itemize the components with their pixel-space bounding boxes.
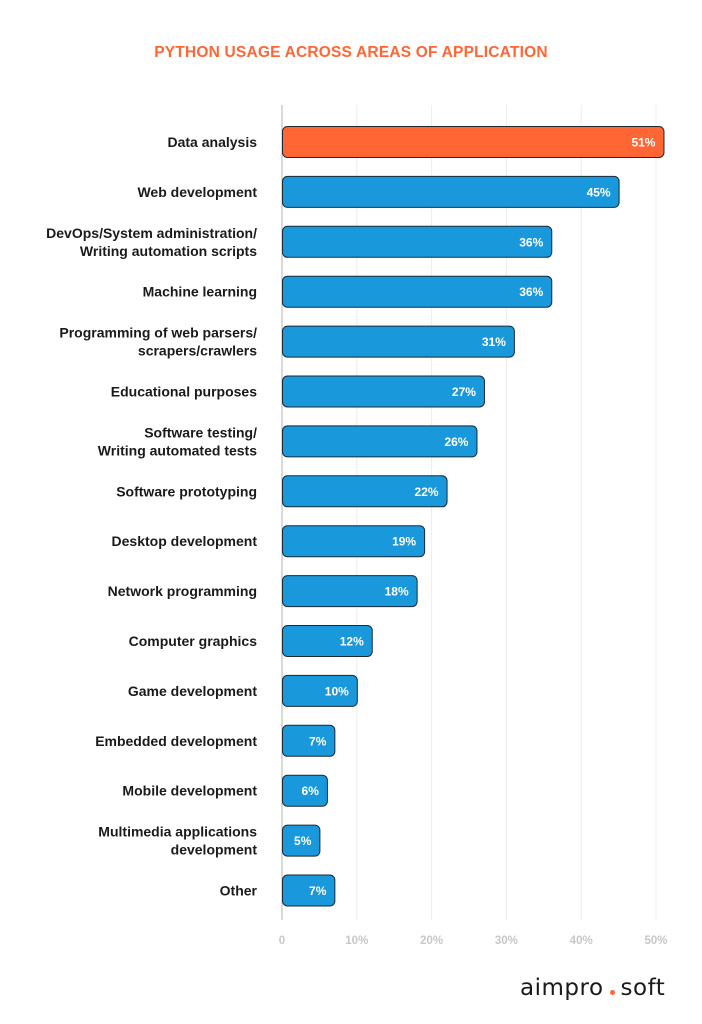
bar xyxy=(282,874,336,907)
category-label: development xyxy=(171,842,258,858)
x-tick-label: 50% xyxy=(644,935,667,947)
bar-value-label: 7% xyxy=(309,884,327,898)
bar-value-label: 6% xyxy=(302,784,320,798)
logo-dot xyxy=(609,990,615,995)
bar xyxy=(282,824,321,857)
category-label: Web development xyxy=(137,184,257,200)
x-tick-label: 20% xyxy=(420,935,443,947)
bar-value-label: 12% xyxy=(340,635,364,649)
bar-value-label: 5% xyxy=(294,834,312,848)
x-tick-label: 40% xyxy=(570,935,593,947)
bar xyxy=(282,225,553,258)
category-label: Machine learning xyxy=(143,284,257,300)
bar xyxy=(282,525,426,558)
bar-value-label: 26% xyxy=(444,435,468,449)
bar-value-label: 19% xyxy=(392,535,416,549)
bar-value-label: 31% xyxy=(482,335,506,349)
category-label: Writing automation scripts xyxy=(80,243,257,259)
bar xyxy=(282,275,553,308)
category-label: Network programming xyxy=(108,583,257,599)
logo-text-right: soft xyxy=(620,975,666,1001)
bar xyxy=(282,375,485,408)
x-tick-label: 10% xyxy=(345,935,368,947)
bar-value-label: 7% xyxy=(309,734,327,748)
category-label: Desktop development xyxy=(112,533,258,549)
bar-value-label: 27% xyxy=(452,385,476,399)
bar xyxy=(282,126,665,158)
category-label: Programming of web parsers/ xyxy=(59,325,257,341)
bar xyxy=(282,575,418,608)
bar-value-label: 18% xyxy=(385,585,409,599)
category-label: Multimedia applications xyxy=(98,824,257,840)
bar-value-label: 22% xyxy=(415,485,439,499)
x-tick-label: 30% xyxy=(495,935,518,947)
bar xyxy=(282,425,478,458)
bar-value-label: 10% xyxy=(325,684,349,698)
bar xyxy=(282,674,358,707)
chart-title: PYTHON USAGE ACROSS AREAS OF APPLICATION xyxy=(154,44,548,61)
x-tick-label: 0 xyxy=(279,935,285,947)
category-label: Other xyxy=(220,883,258,899)
bar xyxy=(282,475,448,508)
bar-value-label: 36% xyxy=(519,235,543,249)
category-label: Educational purposes xyxy=(111,384,257,400)
bar-value-label: 45% xyxy=(587,185,611,199)
aimprosoft-logo: aimpro soft xyxy=(520,975,665,1001)
category-label: Embedded development xyxy=(95,733,257,749)
bar-value-label: 36% xyxy=(519,285,543,299)
bar xyxy=(282,774,328,807)
bar xyxy=(282,724,336,757)
logo-text-left: aimpro xyxy=(520,975,604,1001)
bar xyxy=(282,625,373,657)
category-label: Software prototyping xyxy=(116,483,257,499)
category-label: scrapers/crawlers xyxy=(138,343,257,359)
category-label: Mobile development xyxy=(122,783,257,799)
category-label: Game development xyxy=(128,683,257,699)
category-label: Writing automated tests xyxy=(98,442,257,458)
category-label: DevOps/System administration/ xyxy=(46,225,257,241)
category-label: Data analysis xyxy=(168,134,258,150)
category-label: Software testing/ xyxy=(144,424,257,440)
category-label: Computer graphics xyxy=(129,633,258,649)
bar xyxy=(282,325,515,358)
bar-value-label: 51% xyxy=(631,136,655,150)
bar xyxy=(282,175,620,208)
